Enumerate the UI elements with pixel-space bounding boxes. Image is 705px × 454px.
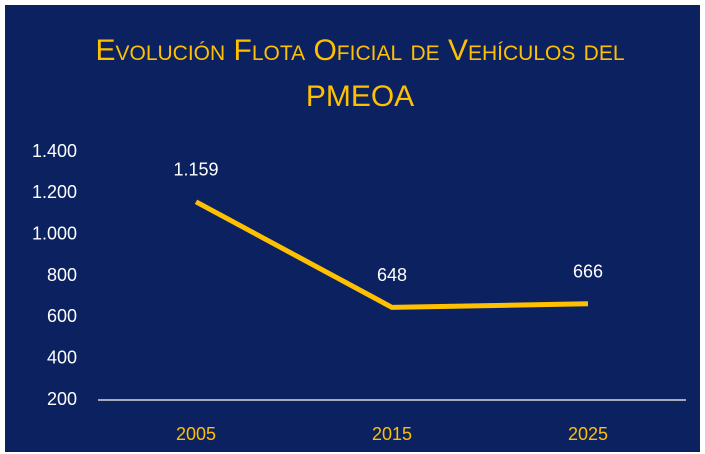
data-label: 666 — [573, 261, 603, 281]
y-tick-label: 800 — [47, 265, 77, 285]
y-tick-label: 600 — [47, 306, 77, 326]
chart-title: Evolución Flota Oficial de Vehículos del… — [95, 34, 625, 113]
y-tick-label: 200 — [47, 389, 77, 409]
x-tick-label: 2005 — [176, 424, 216, 444]
chart-background — [5, 5, 700, 452]
y-tick-label: 400 — [47, 347, 77, 367]
line — [194, 199, 589, 310]
data-label: 1.159 — [173, 160, 218, 180]
x-tick-label: 2025 — [568, 424, 608, 444]
y-tick-label: 1.000 — [32, 223, 77, 243]
data-label: 648 — [377, 265, 407, 285]
y-tick-label: 1.400 — [32, 141, 77, 161]
x-tick-label: 2015 — [372, 424, 412, 444]
y-tick-label: 1.200 — [32, 182, 77, 202]
